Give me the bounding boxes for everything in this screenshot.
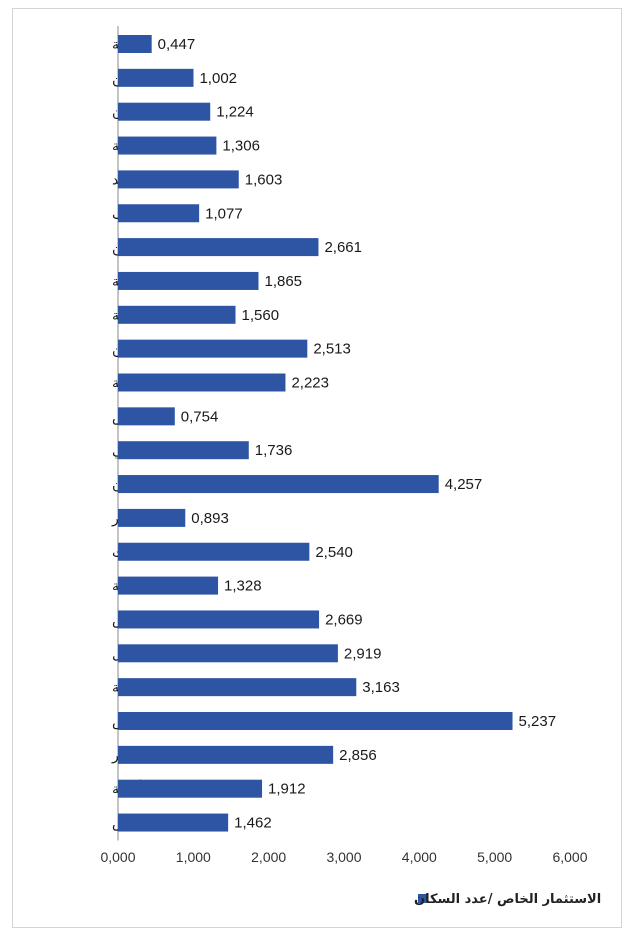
bar <box>118 644 338 663</box>
data-label: 1,077 <box>205 205 243 222</box>
data-label: 1,865 <box>264 273 302 290</box>
x-tick-label: 2,000 <box>251 849 286 865</box>
data-label: 2,856 <box>339 747 377 764</box>
data-label: 1,328 <box>224 578 262 595</box>
data-label: 0,754 <box>181 408 219 425</box>
data-label: 5,237 <box>519 713 557 730</box>
x-tick-label: 6,000 <box>552 849 587 865</box>
bar <box>118 712 513 730</box>
data-label: 2,919 <box>344 645 382 662</box>
bar <box>118 779 263 798</box>
x-tick-label: 4,000 <box>402 849 437 865</box>
bar <box>118 136 217 155</box>
bar <box>118 68 194 87</box>
bar <box>118 373 286 392</box>
data-label: 1,603 <box>245 171 283 188</box>
bar <box>118 576 219 595</box>
bar <box>118 305 236 324</box>
bar <box>118 678 357 697</box>
data-label: 0,893 <box>191 510 229 527</box>
bar <box>118 271 259 290</box>
legend-label: الاستثمار الخاص /عدد السكان <box>414 892 601 907</box>
data-label: 2,513 <box>313 341 351 358</box>
bar <box>118 441 249 460</box>
bar <box>118 407 175 426</box>
bar <box>118 339 308 358</box>
bar <box>118 204 200 223</box>
data-label: 0,447 <box>158 36 196 53</box>
data-label: 1,736 <box>255 442 293 459</box>
bar <box>118 508 186 527</box>
data-label: 2,540 <box>315 544 353 561</box>
data-label: 1,560 <box>242 307 280 324</box>
bar <box>118 745 334 764</box>
data-label: 1,462 <box>234 815 272 832</box>
data-label: 1,306 <box>222 138 260 155</box>
x-tick-label: 5,000 <box>477 849 512 865</box>
x-tick-label: 0,000 <box>100 849 135 865</box>
data-label: 1,224 <box>216 104 254 121</box>
bar <box>118 170 239 189</box>
data-label: 1,002 <box>199 70 237 87</box>
x-tick-label: 1,000 <box>176 849 211 865</box>
data-label: 3,163 <box>362 679 400 696</box>
legend-swatch <box>418 894 427 903</box>
bar <box>118 35 152 53</box>
data-label: 4,257 <box>445 476 483 493</box>
bar <box>118 813 229 832</box>
data-label: 2,661 <box>324 239 362 256</box>
bar <box>118 475 439 494</box>
x-tick-label: 3,000 <box>326 849 361 865</box>
bar <box>118 542 310 561</box>
data-label: 2,223 <box>291 375 329 392</box>
bar <box>118 610 320 629</box>
bar <box>118 102 211 121</box>
data-label: 1,912 <box>268 781 306 798</box>
data-label: 2,669 <box>325 611 363 628</box>
bar <box>118 238 319 257</box>
chart-frame <box>12 8 622 928</box>
